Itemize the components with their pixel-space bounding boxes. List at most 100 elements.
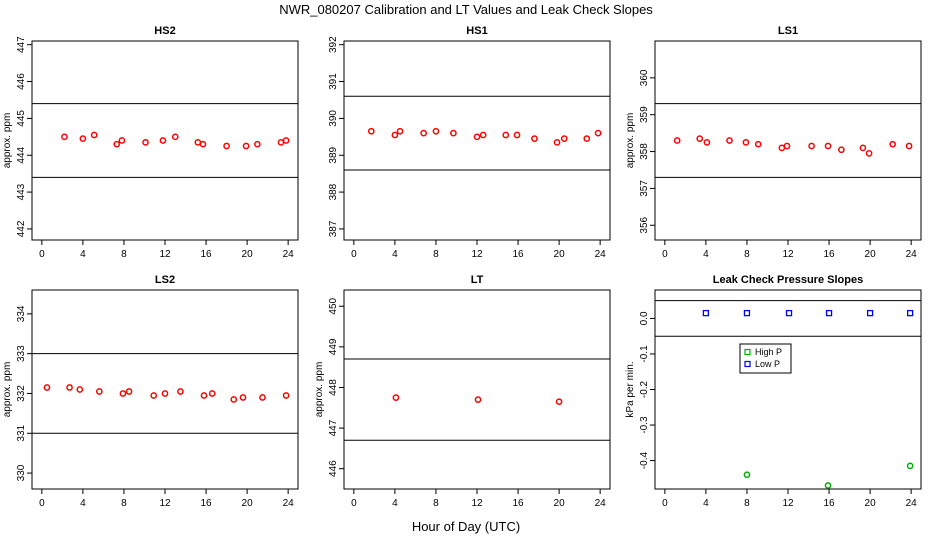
x-tick-label: 12	[782, 249, 794, 260]
data-point	[583, 135, 591, 143]
x-tick-label: 0	[351, 249, 357, 260]
data-point	[743, 471, 751, 479]
data-point	[391, 131, 399, 139]
y-tick-label: -0.3	[639, 416, 650, 434]
chart-panel-4: LS2 0 4 8 12 16 20 24 330 331 332 333 334 approx. ppm	[2, 274, 299, 509]
legend-label: Low P	[755, 359, 780, 369]
x-tick-label: 20	[554, 249, 566, 260]
x-tick-label: 16	[512, 249, 524, 260]
plot-frame	[654, 289, 922, 490]
x-tick-label: 16	[200, 249, 212, 260]
x-tick-label: 12	[159, 498, 171, 509]
x-tick-label: 20	[865, 249, 877, 260]
data-point	[906, 309, 914, 317]
data-point	[673, 137, 681, 144]
data-point	[555, 398, 563, 406]
data-point	[754, 140, 762, 148]
data-point	[479, 131, 487, 139]
x-tick-label: 0	[39, 498, 45, 509]
data-point	[889, 140, 897, 148]
data-point	[450, 129, 457, 137]
y-tick-label: 356	[639, 216, 650, 233]
data-point	[239, 394, 247, 401]
data-point	[90, 131, 98, 139]
y-tick-label: -0.4	[639, 452, 650, 470]
x-tick-label: 8	[433, 249, 439, 260]
x-tick-label: 16	[512, 498, 524, 509]
x-tick-label: 12	[471, 249, 483, 260]
y-tick-label: 387	[328, 220, 339, 237]
y-tick-label: 444	[16, 146, 27, 163]
y-tick-label: 443	[16, 183, 27, 200]
data-point	[200, 392, 208, 399]
data-point	[743, 309, 751, 317]
data-point	[432, 127, 440, 135]
data-point	[159, 137, 167, 144]
data-point	[119, 390, 127, 397]
y-tick-label: 334	[16, 305, 27, 322]
x-tick-label: 24	[595, 498, 607, 509]
chart-panel-3: LS1 0 4 8 12 16 20 24 356 357 358 359 360 approx. ppm	[625, 25, 922, 260]
x-tick-label: 4	[392, 249, 398, 260]
chart-panel-6: Leak Check Pressure Slopes 0 4 8 12 16 20 24 0.0…	[625, 274, 922, 509]
panel-title: LS2	[155, 274, 175, 286]
data-point	[808, 142, 815, 150]
data-point	[208, 390, 216, 397]
x-tick-label: 16	[823, 249, 835, 260]
y-tick-label: 332	[16, 385, 27, 402]
legend-label: High P	[755, 347, 782, 357]
data-point	[392, 394, 400, 401]
data-point	[367, 127, 375, 135]
plot-frame	[654, 40, 922, 241]
data-point	[865, 150, 873, 157]
y-tick-label: 445	[16, 110, 27, 127]
data-point	[702, 309, 710, 317]
data-point	[118, 137, 126, 144]
x-tick-label: 24	[283, 498, 295, 509]
data-point	[696, 135, 704, 143]
y-axis-label: approx. ppm	[625, 113, 636, 169]
plot-frame	[343, 289, 611, 490]
data-point	[859, 144, 867, 152]
y-tick-label: 331	[16, 425, 27, 442]
data-point	[473, 133, 481, 141]
panel-title: HS1	[466, 25, 487, 37]
plot-frame	[343, 40, 611, 241]
data-point	[474, 396, 482, 404]
data-point	[906, 462, 914, 470]
data-point	[242, 142, 250, 150]
x-tick-label: 12	[471, 498, 483, 509]
data-point	[905, 142, 913, 150]
x-tick-label: 4	[703, 249, 709, 260]
data-point	[113, 140, 121, 148]
y-tick-label: 442	[16, 220, 27, 237]
y-axis-label: approx. ppm	[2, 113, 13, 169]
data-point	[282, 392, 290, 399]
y-axis-label: approx. ppm	[314, 362, 325, 418]
data-point	[66, 384, 73, 391]
x-tick-label: 4	[703, 498, 709, 509]
x-tick-label: 24	[906, 249, 918, 260]
data-point	[76, 386, 84, 393]
data-point	[223, 142, 230, 150]
x-tick-label: 20	[242, 249, 254, 260]
data-point	[161, 390, 169, 397]
data-point	[125, 388, 133, 395]
y-tick-label: 447	[16, 36, 27, 53]
y-tick-label: 446	[16, 73, 27, 90]
data-point	[502, 131, 510, 139]
data-point	[783, 142, 791, 150]
x-tick-label: 16	[823, 498, 835, 509]
x-tick-label: 8	[433, 498, 439, 509]
data-point	[866, 309, 874, 317]
data-point	[824, 482, 832, 489]
y-tick-label: 359	[639, 106, 650, 123]
y-axis-label: approx. ppm	[2, 362, 13, 418]
y-tick-label: 446	[328, 460, 339, 477]
y-tick-label: 358	[639, 143, 650, 160]
chart-panel-5: LT 0 4 8 12 16 20 24 446 447 448 449 450 approx. ppm	[314, 274, 611, 509]
y-tick-label: 330	[16, 464, 27, 481]
x-tick-label: 8	[121, 249, 127, 260]
